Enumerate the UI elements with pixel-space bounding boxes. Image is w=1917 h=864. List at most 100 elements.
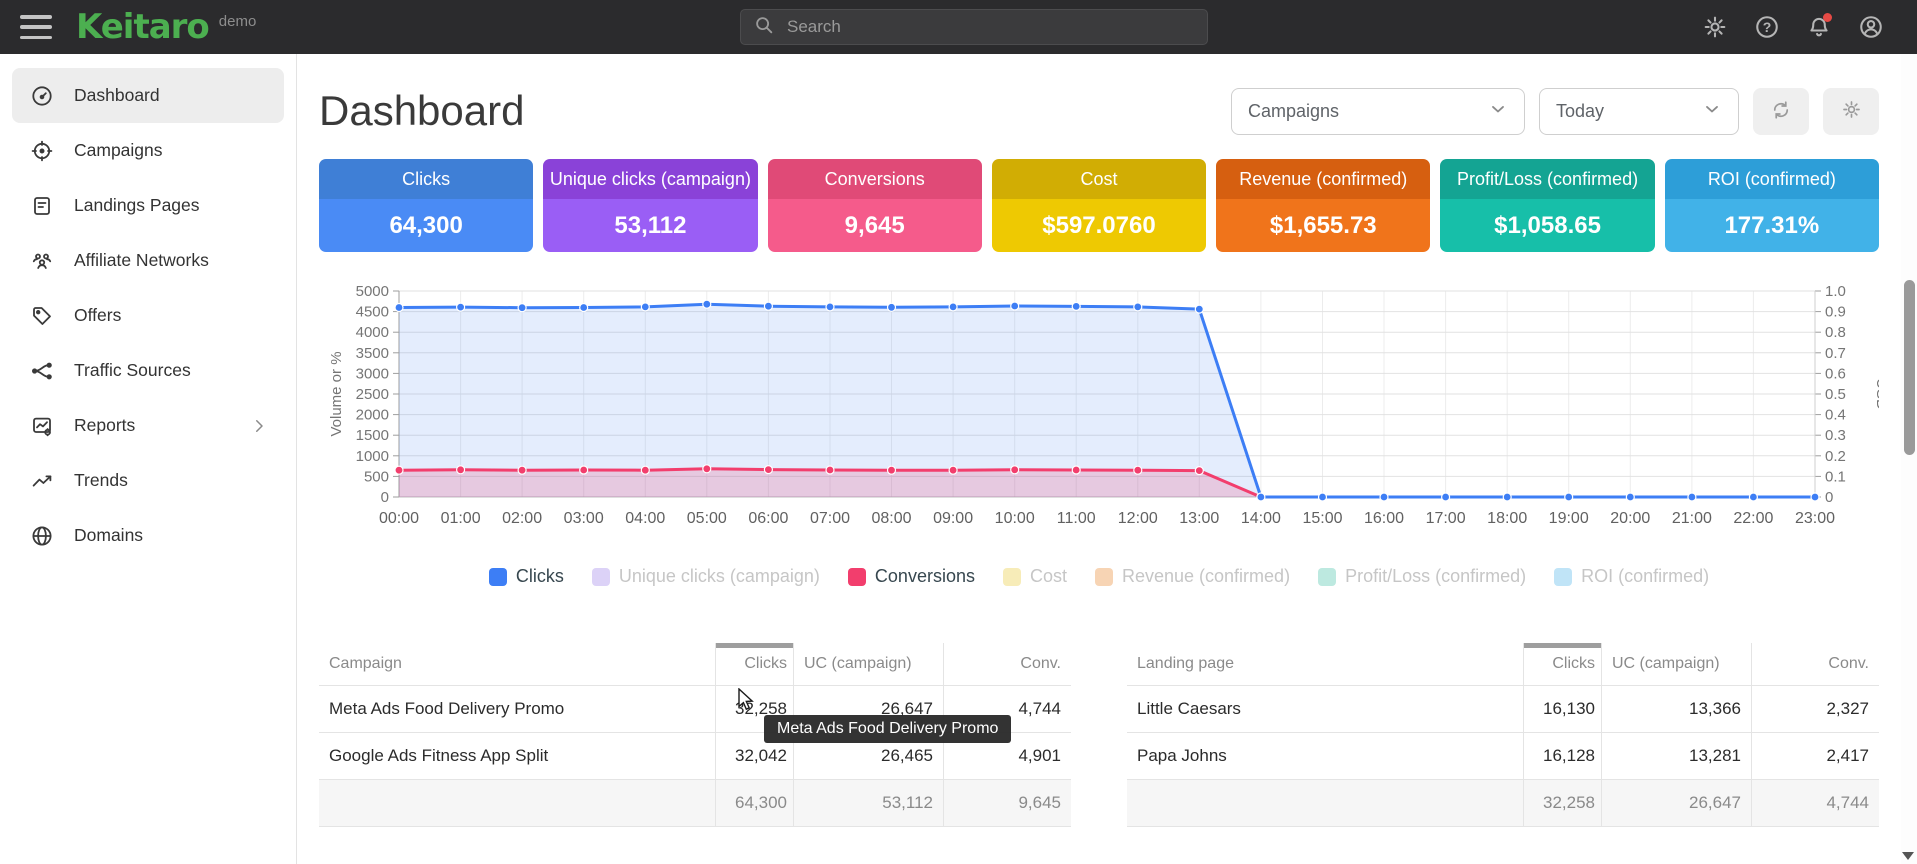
row-value: 13,281 xyxy=(1601,733,1751,779)
dashboard-settings-button[interactable] xyxy=(1823,87,1879,135)
tag-icon xyxy=(30,304,54,328)
page-title: Dashboard xyxy=(319,87,525,134)
column-header-uc-campaign[interactable]: UC (campaign) xyxy=(1601,643,1751,685)
svg-text:05:00: 05:00 xyxy=(687,510,727,525)
footer-value: 9,645 xyxy=(943,780,1071,826)
grouping-select[interactable]: Campaigns xyxy=(1231,87,1525,135)
svg-text:12:00: 12:00 xyxy=(1118,510,1158,525)
metric-card-revenue[interactable]: Revenue (confirmed) $1,655.73 xyxy=(1216,159,1431,252)
legend-item[interactable]: Unique clicks (campaign) xyxy=(591,566,820,587)
svg-text:13:00: 13:00 xyxy=(1179,510,1219,525)
column-header-conv[interactable]: Conv. xyxy=(1751,643,1879,685)
sidebar-item-campaigns[interactable]: Campaigns xyxy=(12,123,284,178)
legend-label: Unique clicks (campaign) xyxy=(618,566,820,586)
row-label: Papa Johns xyxy=(1137,746,1227,765)
svg-text:00:00: 00:00 xyxy=(379,510,419,525)
metric-card-value: $597.0760 xyxy=(991,199,1207,252)
legend-item[interactable]: ROI (confirmed) xyxy=(1554,566,1709,587)
row-value: 13,366 xyxy=(1601,686,1751,732)
topbar-icons: ? xyxy=(1701,0,1885,54)
sidebar-item-affiliate-networks[interactable]: Affiliate Networks xyxy=(12,233,284,288)
sidebar-item-reports[interactable]: Reports xyxy=(12,398,284,453)
refresh-button[interactable] xyxy=(1753,87,1809,135)
search-input[interactable] xyxy=(787,17,1195,37)
svg-text:500: 500 xyxy=(364,468,389,485)
svg-text:5000: 5000 xyxy=(356,285,389,300)
metric-card-title: Clicks xyxy=(319,159,534,199)
svg-text:0.2: 0.2 xyxy=(1825,448,1846,465)
legend-item[interactable]: Profit/Loss (confirmed) xyxy=(1318,566,1526,587)
row-label: Google Ads Fitness App Split xyxy=(329,746,549,765)
sidebar-label: Traffic Sources xyxy=(74,360,191,380)
svg-text:16:00: 16:00 xyxy=(1364,510,1404,525)
svg-text:0.8: 0.8 xyxy=(1825,324,1846,341)
column-header-landing-page[interactable]: Landing page xyxy=(1137,655,1234,672)
menu-toggle-button[interactable] xyxy=(20,15,52,39)
people-group-icon xyxy=(30,249,54,273)
legend-swatch-icon xyxy=(1554,567,1573,586)
svg-text:23:00: 23:00 xyxy=(1795,510,1835,525)
footer-value: 26,647 xyxy=(1601,780,1751,826)
legend-item[interactable]: Conversions xyxy=(847,566,975,587)
legend-item[interactable]: Cost xyxy=(1002,566,1067,587)
svg-text:08:00: 08:00 xyxy=(871,510,911,525)
svg-text:06:00: 06:00 xyxy=(748,510,788,525)
scrollbar-thumb[interactable] xyxy=(1904,280,1915,455)
svg-text:2000: 2000 xyxy=(356,407,389,424)
svg-text:1500: 1500 xyxy=(356,427,389,444)
dashboard-controls: Campaigns Today xyxy=(1231,87,1879,135)
column-header-campaign[interactable]: Campaign xyxy=(329,655,402,672)
svg-text:19:00: 19:00 xyxy=(1549,510,1589,525)
svg-text:21:00: 21:00 xyxy=(1672,510,1712,525)
date-range-select[interactable]: Today xyxy=(1539,87,1739,135)
metric-card-conversions[interactable]: Conversions 9,645 xyxy=(767,159,982,252)
chart-legend: Clicks Unique clicks (campaign) Conversion… xyxy=(319,566,1879,587)
metric-card-value: $1,058.65 xyxy=(1440,199,1655,252)
table-row[interactable]: Little Caesars 16,130 13,366 2,327 xyxy=(1127,686,1879,733)
sidebar-item-domains[interactable]: Domains xyxy=(12,508,284,563)
sidebar-item-trends[interactable]: Trends xyxy=(12,453,284,508)
row-value: 16,128 xyxy=(1523,733,1601,779)
help-icon[interactable]: ? xyxy=(1753,13,1781,41)
gear-icon xyxy=(1841,99,1862,123)
metric-card-unique-clicks[interactable]: Unique clicks (campaign) 53,112 xyxy=(543,159,758,252)
column-header-conv[interactable]: Conv. xyxy=(943,643,1071,685)
metric-card-title: Conversions xyxy=(767,159,982,199)
metric-card-title: Cost xyxy=(991,159,1207,199)
footer-value: 64,300 xyxy=(715,780,793,826)
column-header-clicks[interactable]: Clicks xyxy=(1523,643,1601,685)
landing-pages-table: Landing page Clicks UC (campaign) Conv. Litt… xyxy=(1127,643,1879,827)
footer-value: 53,112 xyxy=(793,780,943,826)
sidebar-item-dashboard[interactable]: Dashboard xyxy=(12,68,284,123)
legend-swatch-icon xyxy=(1318,567,1337,586)
user-account-icon[interactable] xyxy=(1857,13,1885,41)
metric-card-clicks[interactable]: Clicks 64,300 xyxy=(319,159,534,252)
notifications-bell-icon[interactable] xyxy=(1805,13,1833,41)
trending-up-icon xyxy=(30,469,54,493)
column-header-clicks[interactable]: Clicks xyxy=(715,643,793,685)
svg-text:02:00: 02:00 xyxy=(502,510,542,525)
svg-text:14:00: 14:00 xyxy=(1241,510,1281,525)
sidebar-label: Campaigns xyxy=(74,140,163,160)
sidebar-label: Dashboard xyxy=(74,85,160,105)
legend-item[interactable]: Revenue (confirmed) xyxy=(1094,566,1290,587)
svg-text:10:00: 10:00 xyxy=(995,510,1035,525)
settings-gear-icon[interactable] xyxy=(1701,13,1729,41)
sidebar-item-traffic-sources[interactable]: Traffic Sources xyxy=(12,343,284,398)
metric-card-cost[interactable]: Cost $597.0760 xyxy=(991,159,1207,252)
svg-text:0.6: 0.6 xyxy=(1825,365,1846,382)
sidebar-label: Reports xyxy=(74,415,136,435)
sidebar-item-offers[interactable]: Offers xyxy=(12,288,284,343)
table-row[interactable]: Papa Johns 16,128 13,281 2,417 xyxy=(1127,733,1879,780)
mouse-cursor xyxy=(738,687,760,717)
metric-card-profit-loss[interactable]: Profit/Loss (confirmed) $1,058.65 xyxy=(1440,159,1655,252)
table-header-row: Campaign Clicks UC (campaign) Conv. xyxy=(319,643,1071,686)
row-value: 16,130 xyxy=(1523,686,1601,732)
scrollbar-down-arrow[interactable] xyxy=(1902,852,1914,860)
sidebar-item-landings-pages[interactable]: Landings Pages xyxy=(12,178,284,233)
metric-card-roi[interactable]: ROI (confirmed) 177.31% xyxy=(1664,159,1879,252)
column-header-uc-campaign[interactable]: UC (campaign) xyxy=(793,643,943,685)
legend-item[interactable]: Clicks xyxy=(488,566,564,587)
legend-swatch-icon xyxy=(591,567,610,586)
legend-swatch-icon xyxy=(847,567,866,586)
